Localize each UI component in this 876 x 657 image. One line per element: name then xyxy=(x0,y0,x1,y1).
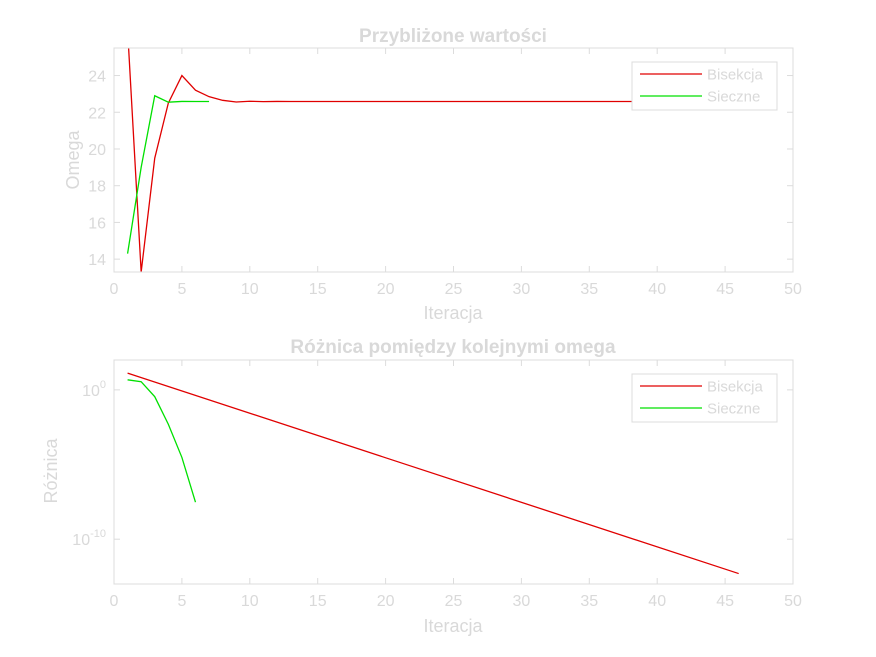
x-tick-label: 25 xyxy=(445,281,463,298)
x-tick-label: 25 xyxy=(445,593,463,610)
x-tick-label: 50 xyxy=(784,281,802,298)
plot-frame xyxy=(113,47,794,273)
x-tick-label: 5 xyxy=(177,281,186,298)
x-tick-label: 10 xyxy=(241,281,259,298)
x-tick-label: 0 xyxy=(110,593,119,610)
y-tick-label: 100 xyxy=(82,379,106,400)
x-tick-label: 40 xyxy=(648,281,666,298)
y-tick-label: 18 xyxy=(88,179,106,196)
y-tick-label: 22 xyxy=(88,105,106,122)
series-line-sieczne xyxy=(126,94,210,254)
legend-box xyxy=(631,61,778,111)
x-tick-label: 0 xyxy=(110,281,119,298)
x-tick-label: 5 xyxy=(177,593,186,610)
legend-label-sieczne: Sieczne xyxy=(707,89,760,106)
legend-box xyxy=(631,373,778,423)
x-tick-label: 30 xyxy=(513,281,531,298)
y-axis-label: Omega xyxy=(63,129,83,189)
x-tick-label: 15 xyxy=(309,281,327,298)
y-tick-label: 20 xyxy=(88,142,106,159)
y-tick-label: 16 xyxy=(88,215,106,232)
x-tick-label: 45 xyxy=(716,593,734,610)
x-axis-label: Iteracja xyxy=(423,616,483,636)
x-tick-label: 20 xyxy=(377,281,395,298)
series-line-sieczne xyxy=(127,379,197,503)
legend-label-bisekcja: Bisekcja xyxy=(707,379,764,396)
x-tick-label: 35 xyxy=(580,593,598,610)
subplot-difference: Różnica pomiędzy kolejnymi omega Iteracj… xyxy=(41,337,802,636)
y-tick-label: 14 xyxy=(88,252,106,269)
x-tick-label: 10 xyxy=(241,593,259,610)
x-tick-label: 15 xyxy=(309,593,327,610)
x-tick-label: 50 xyxy=(784,593,802,610)
chart-title: Różnica pomiędzy kolejnymi omega xyxy=(290,337,616,358)
y-tick-label: 10-10 xyxy=(72,528,106,549)
subplot-omega: Przybliżone wartości Iteracja Omega 0 5 10… xyxy=(63,26,802,323)
chart-title: Przybliżone wartości xyxy=(359,26,547,47)
legend: Bisekcja Sieczne xyxy=(631,61,778,111)
x-tick-label: 40 xyxy=(648,593,666,610)
legend-label-sieczne: Sieczne xyxy=(707,401,760,418)
legend: Bisekcja Sieczne xyxy=(631,373,778,423)
legend-label-bisekcja: Bisekcja xyxy=(707,67,764,84)
x-tick-label: 45 xyxy=(716,281,734,298)
y-tick-label: 24 xyxy=(88,69,106,86)
x-tick-label: 20 xyxy=(377,593,395,610)
plot-frame xyxy=(113,359,794,585)
x-tick-label: 30 xyxy=(513,593,531,610)
y-axis-label: Różnica xyxy=(41,437,61,503)
x-tick-label: 35 xyxy=(580,281,598,298)
series-line-bisekcja xyxy=(127,372,739,575)
x-axis-label: Iteracja xyxy=(423,303,483,323)
